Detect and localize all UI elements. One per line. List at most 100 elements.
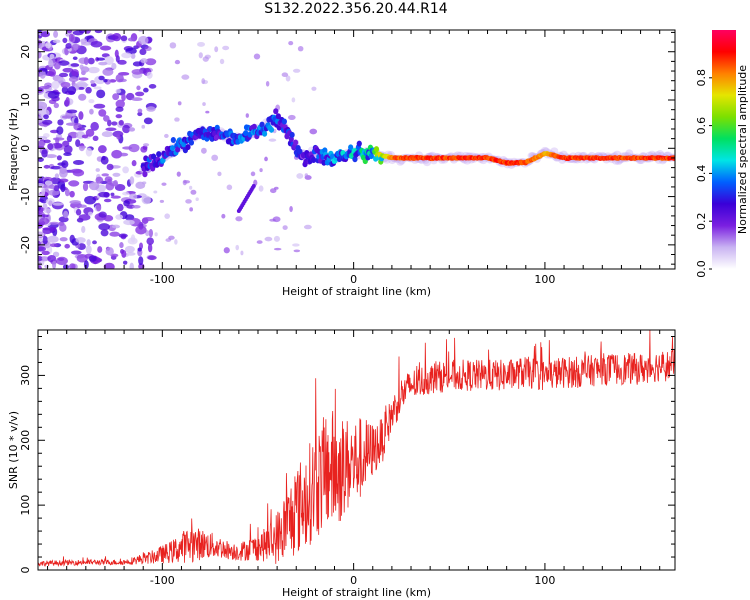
noise-blob xyxy=(69,263,76,269)
noise-blob xyxy=(45,41,52,49)
noise-blob xyxy=(43,208,52,214)
noise-blob xyxy=(146,106,156,112)
noise-blob xyxy=(131,160,137,167)
noise-blob xyxy=(115,88,122,94)
heatmap-ytick-label: 20 xyxy=(19,45,32,59)
noise-blob xyxy=(164,133,169,139)
snr-ytick-label: 200 xyxy=(19,430,32,451)
noise-blob xyxy=(148,84,157,89)
noise-blob xyxy=(78,214,91,221)
signal-point xyxy=(251,183,256,188)
noise-blob xyxy=(105,247,114,256)
noise-blob xyxy=(264,156,268,162)
noise-blob xyxy=(176,171,181,177)
noise-blob xyxy=(47,235,59,243)
noise-blob xyxy=(38,157,44,162)
signal-point xyxy=(348,144,354,151)
noise-blob xyxy=(49,221,59,225)
noise-blob xyxy=(85,147,93,157)
noise-blob xyxy=(121,249,127,258)
noise-blob xyxy=(103,198,112,203)
noise-blob xyxy=(121,93,126,102)
noise-blob xyxy=(296,173,304,179)
noise-blob xyxy=(83,56,89,66)
heatmap-ytick-label: -20 xyxy=(19,236,32,254)
noise-blob xyxy=(245,113,249,118)
noise-blob xyxy=(211,154,219,161)
noise-blob xyxy=(147,243,153,253)
signal-point xyxy=(289,131,295,138)
noise-blob xyxy=(135,170,143,175)
noise-blob xyxy=(126,252,136,256)
noise-blob xyxy=(61,86,69,94)
noise-blob xyxy=(101,131,113,138)
colorbar-tick-label: 0.0 xyxy=(695,260,708,278)
noise-blob xyxy=(221,213,226,219)
noise-blob xyxy=(130,53,136,59)
noise-blob xyxy=(116,134,121,140)
noise-blob xyxy=(59,168,68,178)
noise-blob xyxy=(49,184,55,190)
noise-blob xyxy=(259,168,263,173)
noise-blob xyxy=(143,87,149,93)
noise-blob xyxy=(54,173,60,179)
noise-blob xyxy=(68,76,79,83)
colorbar xyxy=(712,30,736,269)
noise-blob xyxy=(53,30,59,38)
signal-point xyxy=(185,144,191,151)
noise-blob xyxy=(289,206,293,213)
noise-blob xyxy=(96,202,102,212)
noise-blob xyxy=(38,136,48,140)
noise-blob xyxy=(127,37,136,42)
noise-blob xyxy=(142,143,150,147)
noise-blob xyxy=(217,171,222,177)
noise-blob xyxy=(122,166,129,174)
noise-blob xyxy=(85,86,92,94)
noise-blob xyxy=(145,58,157,66)
noise-blob xyxy=(122,146,133,150)
noise-blob xyxy=(38,231,45,238)
noise-blob xyxy=(197,41,206,47)
snr-series-line xyxy=(38,330,675,567)
noise-blob xyxy=(38,265,42,269)
noise-blob xyxy=(137,111,143,117)
snr-xaxis-label: Height of straight line (km) xyxy=(282,586,431,599)
noise-blob xyxy=(60,183,66,193)
noise-blob xyxy=(86,239,91,246)
noise-blob xyxy=(49,54,55,60)
noise-blob xyxy=(78,145,87,149)
noise-blob xyxy=(72,30,84,36)
noise-blob xyxy=(43,114,49,120)
noise-blob xyxy=(64,188,70,197)
noise-blob xyxy=(69,200,81,205)
noise-blob xyxy=(274,186,279,190)
heatmap-plot xyxy=(38,30,675,269)
noise-blob xyxy=(102,68,114,76)
noise-blob xyxy=(303,224,312,230)
noise-blob xyxy=(98,109,107,117)
signal-point xyxy=(281,118,287,125)
noise-blob xyxy=(122,124,131,134)
noise-blob xyxy=(198,52,203,59)
noise-blob xyxy=(169,42,177,49)
noise-blob xyxy=(110,192,115,197)
snr-xtick-label: 0 xyxy=(350,574,357,587)
noise-blob xyxy=(127,237,138,245)
noise-blob xyxy=(40,31,50,38)
noise-blob xyxy=(164,213,171,219)
noise-blob xyxy=(118,119,124,126)
heatmap-ytick-label: -10 xyxy=(19,188,32,206)
noise-blob xyxy=(65,96,70,106)
noise-blob xyxy=(58,72,69,78)
noise-blob xyxy=(115,114,123,119)
noise-blob xyxy=(115,74,124,83)
noise-blob xyxy=(311,86,317,91)
noise-blob xyxy=(214,46,219,53)
noise-blob xyxy=(282,225,288,230)
noise-blob xyxy=(250,171,256,177)
snr-frame xyxy=(37,329,676,571)
noise-blob xyxy=(153,190,158,194)
noise-blob xyxy=(112,32,122,42)
noise-blob xyxy=(62,264,69,269)
